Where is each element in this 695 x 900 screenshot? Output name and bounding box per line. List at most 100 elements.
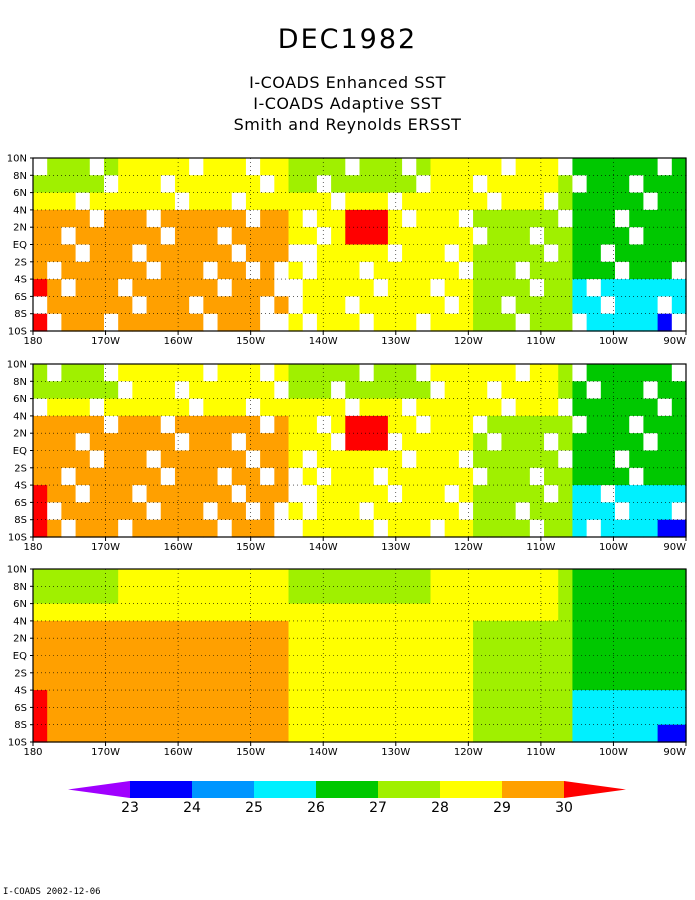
- heat-cell: [444, 586, 460, 605]
- heat-cell: [160, 603, 176, 622]
- heat-cell: [473, 261, 488, 280]
- heat-cell: [387, 655, 403, 674]
- heat-cell: [174, 175, 190, 194]
- heat-cell: [345, 586, 361, 605]
- heat-cell: [444, 603, 460, 622]
- heat-cell: [274, 261, 290, 280]
- heat-cell: [47, 398, 62, 417]
- heat-cell: [600, 433, 616, 452]
- heat-cell: [89, 690, 105, 708]
- heat-cell: [47, 261, 62, 280]
- heat-cell: [444, 261, 460, 280]
- heat-cell: [260, 244, 275, 263]
- heat-cell: [75, 655, 91, 674]
- heat-cell: [274, 672, 290, 691]
- heat-cell: [458, 450, 474, 469]
- heat-cell: [75, 569, 91, 587]
- heat-cell: [61, 707, 77, 726]
- heat-cell: [132, 364, 148, 382]
- heat-cell: [515, 381, 531, 400]
- heat-cell: [61, 296, 77, 315]
- heat-cell: [89, 485, 105, 503]
- heat-cell: [629, 158, 645, 176]
- heat-cell: [288, 175, 304, 194]
- heat-cell: [61, 261, 77, 280]
- heat-cell: [174, 209, 190, 228]
- heat-cell: [586, 569, 602, 587]
- heat-cell: [160, 381, 176, 400]
- heat-cell: [75, 296, 91, 315]
- heat-cell: [487, 364, 503, 382]
- heat-cell: [544, 485, 559, 503]
- heat-cell: [146, 279, 162, 297]
- heat-cell: [515, 655, 531, 674]
- heat-cell: [359, 261, 375, 280]
- heat-cell: [103, 672, 119, 691]
- heat-cell: [217, 244, 233, 263]
- colorbar-arrow-high: [564, 781, 626, 798]
- heat-cell: [174, 261, 190, 280]
- heat-cell: [359, 603, 375, 622]
- heat-cell: [544, 450, 559, 469]
- heat-cell: [458, 603, 474, 622]
- heat-cell: [387, 586, 403, 605]
- heat-cell: [345, 244, 361, 263]
- heat-cell: [302, 209, 318, 228]
- heat-cell: [558, 192, 574, 211]
- heat-cell: [118, 398, 133, 417]
- heat-cell: [402, 209, 417, 228]
- heat-cell: [572, 381, 588, 400]
- heat-cell: [359, 433, 375, 452]
- heat-cell: [529, 690, 545, 708]
- heat-cell: [118, 655, 133, 674]
- heat-cell: [33, 467, 48, 486]
- heat-cell: [529, 569, 545, 587]
- heat-cell: [586, 192, 602, 211]
- heat-cell: [316, 707, 332, 726]
- heat-cell: [671, 381, 687, 400]
- heat-cell: [600, 192, 616, 211]
- heat-cell: [47, 655, 62, 674]
- heat-cell: [558, 620, 574, 639]
- heat-cell: [615, 690, 630, 708]
- heat-cell: [458, 313, 474, 332]
- x-tick-label: 120W: [454, 336, 483, 347]
- heat-cell: [302, 381, 318, 400]
- heat-cell: [302, 279, 318, 297]
- heat-cell: [33, 209, 48, 228]
- heat-cell: [174, 485, 190, 503]
- heat-cell: [89, 364, 105, 382]
- heat-cell: [146, 655, 162, 674]
- heat-cell: [629, 485, 645, 503]
- heat-cell: [416, 450, 432, 469]
- heat-cell: [615, 158, 630, 176]
- heat-cell: [671, 450, 687, 469]
- heat-cell: [75, 485, 91, 503]
- heat-cell: [61, 467, 77, 486]
- heat-cell: [189, 296, 204, 315]
- colorbar-band: [130, 781, 193, 798]
- heat-cell: [643, 707, 659, 726]
- heat-cell: [600, 415, 616, 434]
- heat-cell: [189, 724, 204, 743]
- heat-cell: [61, 192, 77, 211]
- heat-cell: [529, 398, 545, 417]
- heat-cell: [174, 569, 190, 587]
- heat-cell: [600, 450, 616, 469]
- heat-cell: [231, 638, 247, 657]
- heat-cell: [103, 279, 119, 297]
- heat-cell: [132, 433, 148, 452]
- heat-cell: [33, 655, 48, 674]
- heat-cell: [629, 209, 645, 228]
- heat-cell: [544, 655, 559, 674]
- x-tick-label: 100W: [599, 747, 628, 758]
- heat-cell: [544, 209, 559, 228]
- heat-cell: [89, 620, 105, 639]
- heat-cell: [615, 450, 630, 469]
- heat-cell: [274, 398, 290, 417]
- heat-cell: [373, 175, 389, 194]
- heat-cell: [473, 381, 488, 400]
- heat-cell: [103, 296, 119, 315]
- heat-cell: [643, 569, 659, 587]
- heat-cell: [89, 296, 105, 315]
